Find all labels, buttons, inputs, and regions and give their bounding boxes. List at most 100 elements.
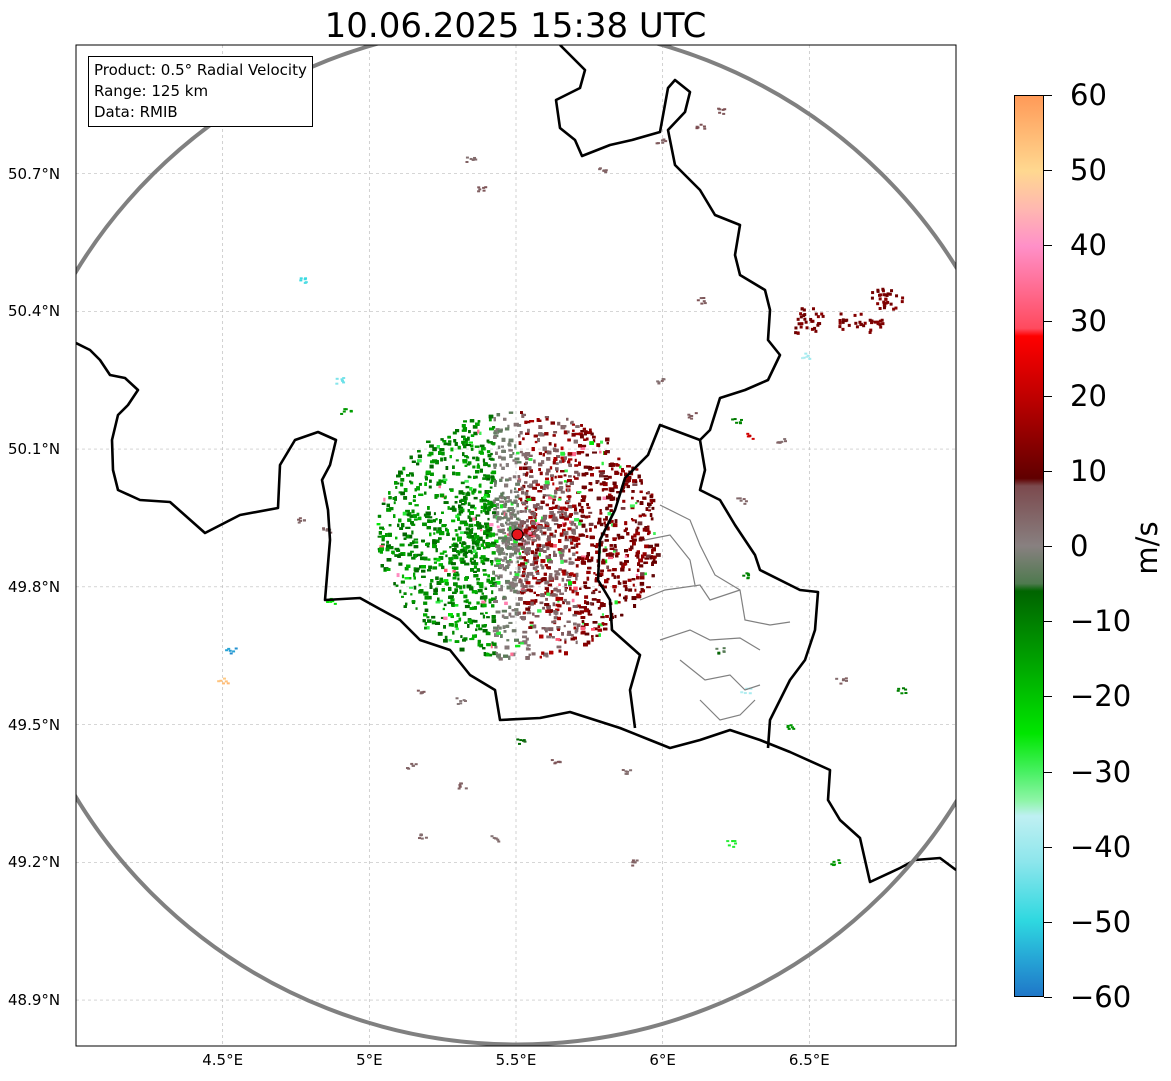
- echo-pixel: [635, 531, 640, 536]
- echo-pixel: [432, 566, 438, 570]
- echo-pixel: [526, 644, 531, 647]
- echo-pixel: [533, 591, 536, 594]
- echo-pixel: [555, 608, 560, 611]
- echo-pixel: [569, 572, 574, 575]
- echo-pixel: [545, 542, 551, 547]
- echo-pixel: [546, 457, 551, 461]
- echo-pixel: [541, 460, 545, 464]
- echo-pixel: [622, 499, 626, 503]
- echo-pixel: [566, 500, 571, 503]
- echo-pixel: [529, 589, 533, 593]
- echo-pixel: [486, 439, 490, 443]
- echo-pixel: [457, 445, 461, 450]
- echo-pixel: [461, 543, 464, 548]
- echo-pixel: [557, 498, 562, 501]
- echo-pixel: [496, 653, 501, 658]
- echo-pixel: [426, 440, 431, 444]
- echo-pixel: [563, 533, 567, 536]
- echo-pixel: [564, 538, 569, 542]
- echo-pixel: [505, 463, 509, 468]
- echo-pixel: [643, 561, 647, 565]
- echo-pixel: [512, 529, 515, 532]
- echo-pixel: [583, 584, 587, 589]
- echo-pixel: [543, 484, 548, 488]
- echo-pixel: [632, 483, 638, 486]
- echo-pixel: [645, 561, 649, 564]
- echo-pixel: [611, 519, 614, 523]
- echo-pixel: [483, 493, 488, 497]
- echo-pixel: [540, 593, 545, 598]
- echo-pixel: [450, 598, 455, 602]
- echo-pixel: [590, 543, 595, 547]
- echo-pixel: [443, 457, 447, 461]
- echo-pixel: [459, 499, 462, 503]
- echo-pixel: [553, 518, 559, 522]
- echo-pixel: [458, 504, 462, 508]
- echo-pixel: [503, 504, 507, 508]
- echo-pixel: [507, 527, 511, 532]
- echo-pixel: [550, 476, 554, 481]
- echo-pixel: [414, 568, 419, 573]
- echo-pixel: [477, 463, 480, 468]
- echo-pixel: [628, 547, 632, 551]
- echo-pixel: [542, 496, 545, 499]
- echo-pixel: [568, 607, 572, 612]
- echo-pixel: [629, 504, 635, 508]
- echo-pixel: [520, 486, 524, 491]
- echo-pixel: [486, 476, 491, 481]
- echo-pixel: [544, 450, 550, 454]
- echo-pixel: [555, 462, 559, 465]
- echo-pixel: [571, 452, 576, 457]
- echo-pixel: [418, 583, 422, 587]
- echo-pixel: [521, 413, 525, 418]
- echo-pixel: [480, 612, 484, 615]
- echo-pixel: [636, 576, 640, 580]
- echo-pixel: [484, 598, 487, 603]
- echo-pixel: [586, 437, 589, 441]
- echo-pixel: [460, 481, 465, 485]
- echo-pixel: [624, 598, 628, 602]
- echo-pixel: [531, 542, 534, 546]
- echo-pixel: [493, 600, 498, 603]
- echo-pixel: [588, 515, 591, 518]
- echo-pixel: [599, 512, 603, 515]
- echo-pixel: [586, 506, 591, 509]
- echo-pixel: [565, 483, 568, 486]
- echo-pixel: [435, 600, 441, 604]
- echo-pixel: [531, 539, 537, 542]
- echo-pixel: [489, 505, 494, 508]
- echo-pixel: [559, 460, 562, 464]
- echo-pixel: [601, 558, 605, 562]
- echo-pixel: [413, 518, 418, 521]
- echo-pixel: [525, 574, 530, 578]
- echo-pixel: [463, 594, 468, 599]
- echo-pixel: [599, 474, 604, 478]
- echo-pixel: [464, 551, 469, 555]
- echo-pixel: [444, 635, 448, 640]
- echo-pixel: [466, 535, 472, 539]
- echo-pixel: [464, 464, 468, 467]
- echo-pixel: [479, 643, 484, 648]
- echo-pixel: [403, 537, 407, 540]
- echo-pixel: [634, 554, 638, 557]
- echo-pixel: [478, 627, 483, 631]
- echo-pixel: [482, 508, 486, 513]
- echo-pixel: [463, 444, 467, 449]
- echo-pixel: [579, 587, 582, 590]
- echo-pixel: [442, 607, 446, 611]
- echo-pixel: [548, 560, 553, 564]
- echo-pixel: [401, 574, 405, 579]
- echo-pixel: [539, 471, 543, 476]
- echo-pixel: [559, 532, 563, 537]
- echo-pixel: [381, 543, 385, 546]
- echo-pixel: [399, 589, 402, 594]
- echo-pixel: [537, 490, 543, 493]
- echo-pixel: [551, 495, 556, 498]
- echo-pixel: [410, 593, 413, 596]
- echo-pixel: [624, 549, 628, 553]
- echo-pixel: [505, 581, 509, 585]
- echo-pixel: [514, 638, 519, 642]
- echo-pixel: [544, 515, 547, 520]
- echo-pixel: [631, 518, 634, 521]
- echo-pixel: [580, 631, 586, 635]
